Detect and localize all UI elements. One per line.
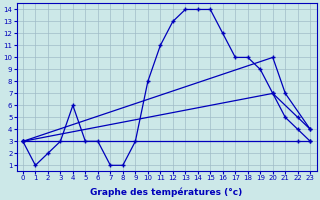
X-axis label: Graphe des températures (°c): Graphe des températures (°c) — [91, 187, 243, 197]
